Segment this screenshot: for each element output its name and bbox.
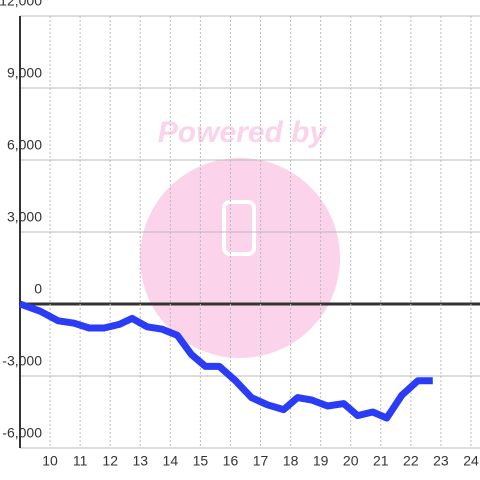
x-tick-label: 21: [373, 453, 389, 469]
x-tick-label: 18: [283, 453, 299, 469]
x-tick-label: 14: [163, 453, 179, 469]
y-tick-label: -6,000: [2, 425, 42, 441]
x-tick-label: 22: [403, 453, 419, 469]
x-tick-label: 20: [343, 453, 359, 469]
y-tick-label: 3,000: [7, 209, 42, 225]
y-tick-label: 0: [34, 281, 42, 297]
x-tick-label: 19: [313, 453, 329, 469]
x-tick-label: 12: [102, 453, 118, 469]
line: [18, 300, 433, 422]
watermark-icon: [222, 200, 256, 256]
watermark-circle: [140, 158, 340, 358]
x-tick-label: 23: [433, 453, 449, 469]
x-tick-label: 11: [73, 453, 88, 469]
y-tick-label: 9,000: [7, 65, 42, 81]
x-tick-label: 13: [132, 453, 148, 469]
x-tick-label: 17: [253, 453, 269, 469]
y-tick-label: 6,000: [7, 137, 42, 153]
watermark: Powered by: [158, 116, 328, 149]
x-tick-label: 24: [463, 453, 479, 469]
y-tick-label: -3,000: [2, 353, 42, 369]
x-tick-label: 15: [193, 453, 209, 469]
x-tick-label: 16: [223, 453, 239, 469]
x-tick-label: 10: [42, 453, 58, 469]
y-tick-label: 12,000: [0, 0, 42, 9]
